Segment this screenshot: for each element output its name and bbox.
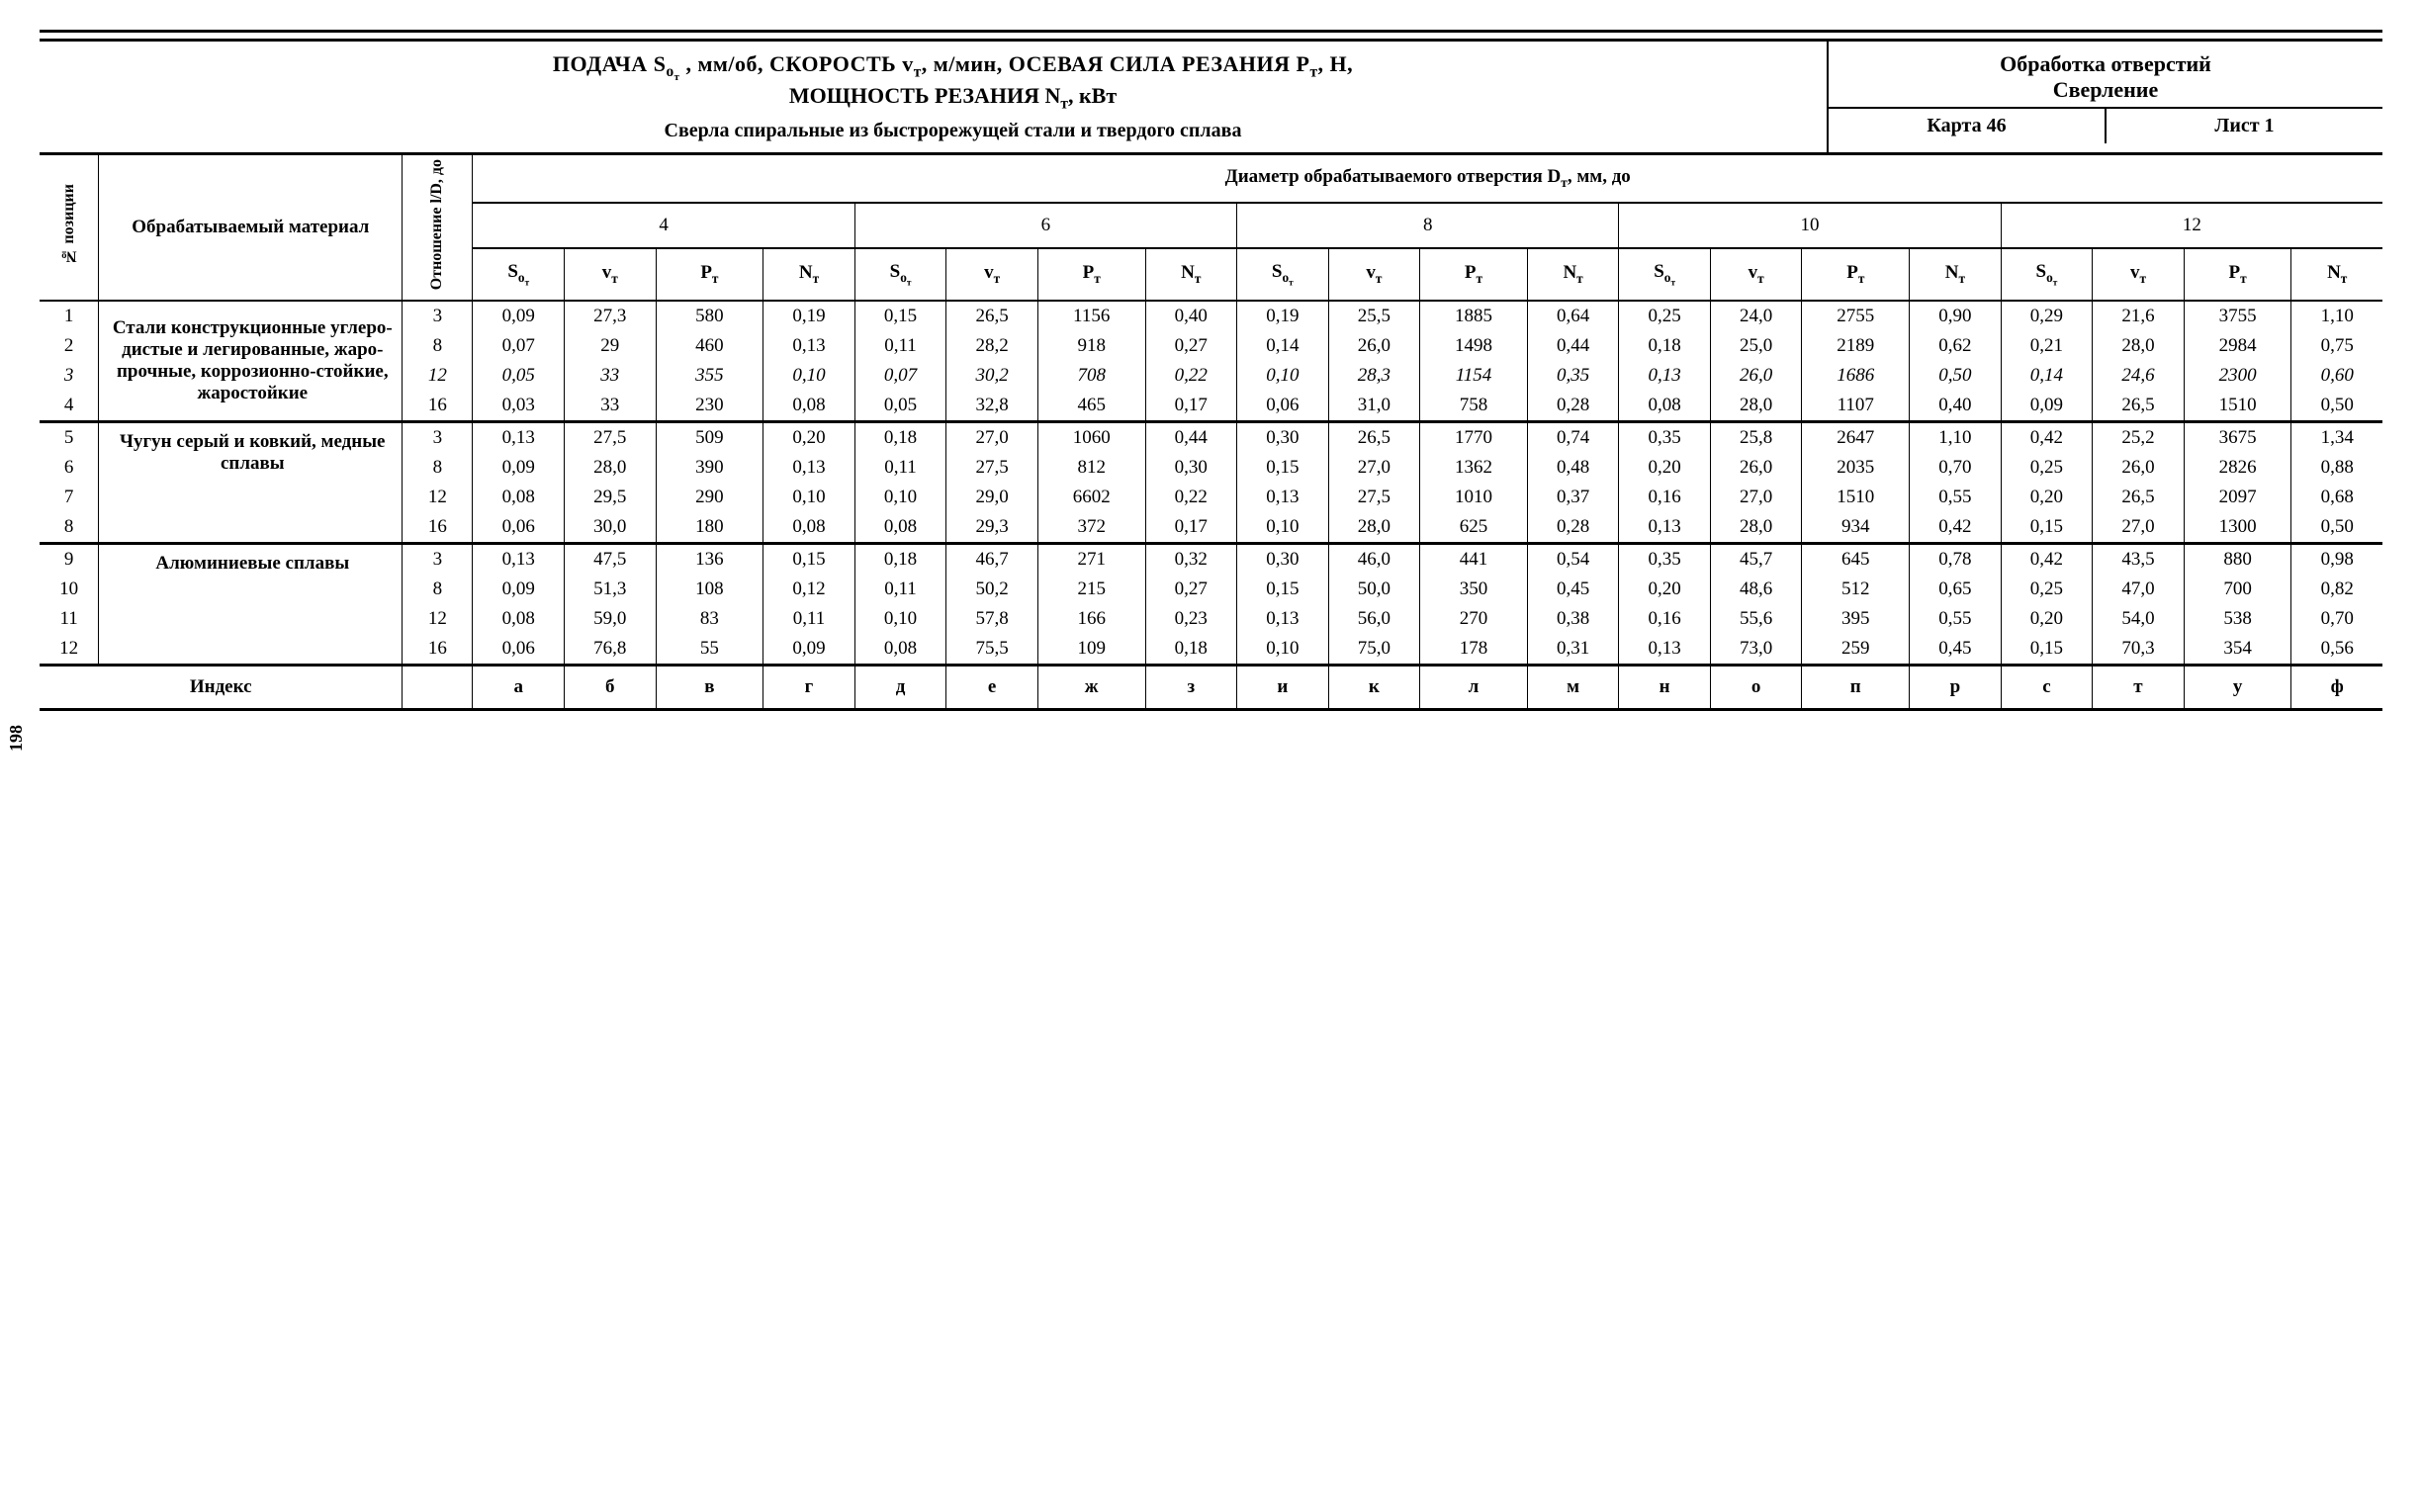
diam-group-12: 12: [2001, 203, 2382, 247]
material-cell: Стали конструк­ционные углеро­дистые и л…: [99, 301, 403, 422]
metric: Soт: [854, 248, 946, 301]
table-row: 1 Стали конструк­ционные углеро­дистые и…: [40, 301, 2382, 331]
index-row: Индекс абвг дежз иклм нопр стуф: [40, 666, 2382, 710]
metric: Nт: [2291, 248, 2382, 301]
metric: Soт: [1619, 248, 1711, 301]
metric: Pт: [1037, 248, 1145, 301]
title-line-2: МОЩНОСТЬ РЕЗАНИЯ Nт, кВт: [99, 83, 1807, 113]
header-right: Обработка отверстий Сверление Карта 46 Л…: [1827, 42, 2382, 152]
page: 198 ПОДАЧА Soт , мм/об, СКОРОСТЬ vт, м/м…: [40, 30, 2382, 711]
metric: vт: [565, 248, 657, 301]
metric: Nт: [1910, 248, 2002, 301]
metric: Nт: [1527, 248, 1619, 301]
index-label: Индекс: [40, 666, 403, 710]
diam-group-10: 10: [1619, 203, 2001, 247]
col-diameter-title: Диаметр обрабатываемого отверстия Dт, мм…: [473, 153, 2382, 203]
diam-group-8: 8: [1237, 203, 1619, 247]
metric: Pт: [2184, 248, 2291, 301]
title-line-3: Сверла спиральные из быстрорежущей стали…: [99, 120, 1807, 142]
data-table: № позиции Обрабатываемый материал Отноше…: [40, 152, 2382, 711]
metric: Soт: [2001, 248, 2093, 301]
metric: vт: [1328, 248, 1420, 301]
col-position: № позиции: [60, 184, 78, 265]
metric: Pт: [1802, 248, 1910, 301]
metric: Nт: [1145, 248, 1237, 301]
material-cell: Алюминиевые сплавы: [99, 544, 403, 666]
metric: Nт: [763, 248, 855, 301]
title-line-1: ПОДАЧА Soт , мм/об, СКОРОСТЬ vт, м/мин, …: [99, 51, 1807, 83]
header-right-line1: Обработка отверстий: [1835, 51, 2377, 77]
page-number-side: 198: [6, 725, 27, 752]
header-right-line2: Сверление: [1835, 77, 2377, 103]
col-ratio: Отношение l/D, до: [428, 159, 446, 290]
diam-group-4: 4: [473, 203, 854, 247]
metric: Pт: [1420, 248, 1528, 301]
metric: Soт: [1237, 248, 1329, 301]
col-material: Обрабатываемый материал: [99, 153, 403, 301]
metric: Soт: [473, 248, 565, 301]
metric: vт: [1710, 248, 1802, 301]
metric: vт: [2093, 248, 2185, 301]
sheet-number: Лист 1: [2107, 109, 2382, 143]
card-number: Карта 46: [1829, 109, 2107, 143]
table-row: 9 Алюминиевые сплавы 3 0,1347,51360,15 0…: [40, 544, 2382, 576]
table-row: 5 Чугун серый и ковкий, медные сплавы 3 …: [40, 422, 2382, 454]
metric: Pт: [656, 248, 763, 301]
header-left: ПОДАЧА Soт , мм/об, СКОРОСТЬ vт, м/мин, …: [40, 42, 1827, 152]
table-header: ПОДАЧА Soт , мм/об, СКОРОСТЬ vт, м/мин, …: [40, 39, 2382, 152]
top-rule: [40, 30, 2382, 33]
diam-group-6: 6: [854, 203, 1236, 247]
material-cell: Чугун серый и ковкий, медные сплавы: [99, 422, 403, 544]
metric: vт: [946, 248, 1038, 301]
